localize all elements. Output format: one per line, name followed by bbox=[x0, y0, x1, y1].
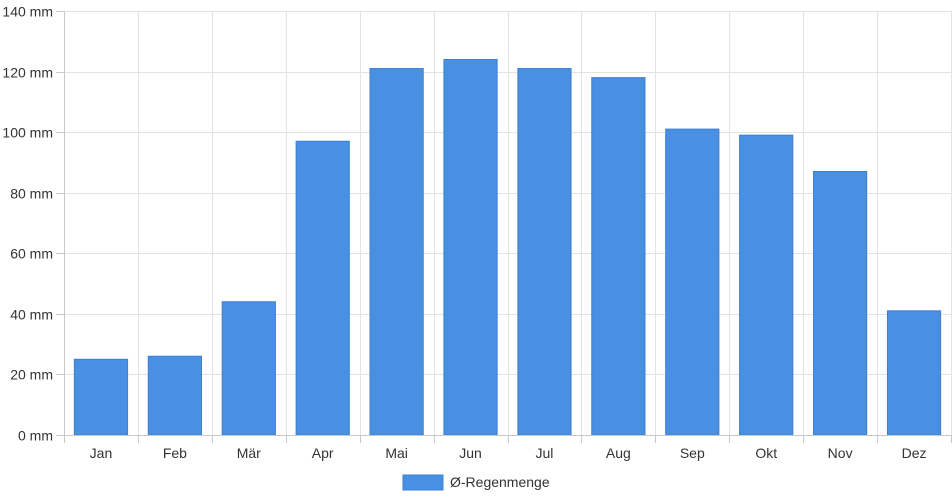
bar-series bbox=[73, 58, 942, 436]
bar-nov[interactable] bbox=[813, 171, 868, 436]
y-tick-label: 140 mm bbox=[2, 4, 53, 20]
bar-jun[interactable] bbox=[443, 58, 498, 436]
x-tick-label: Jan bbox=[90, 445, 113, 461]
bar-sep[interactable] bbox=[665, 128, 720, 436]
legend-swatch[interactable] bbox=[402, 474, 444, 491]
x-tick-label: Aug bbox=[606, 445, 631, 461]
x-tick-label: Jun bbox=[459, 445, 482, 461]
x-tick-label: Feb bbox=[163, 445, 187, 461]
x-axis-tick-labels: Jan Feb Mär Apr Mai Jun Jul Aug Sep Okt Nov Dez bbox=[90, 445, 927, 461]
grid bbox=[64, 11, 952, 435]
bar-mär[interactable] bbox=[221, 301, 276, 436]
x-tick-label: Apr bbox=[312, 445, 334, 461]
y-tick-label: 100 mm bbox=[2, 125, 53, 141]
bar-okt[interactable] bbox=[739, 134, 794, 436]
bar-dez[interactable] bbox=[886, 310, 942, 436]
x-tick-label: Sep bbox=[680, 445, 705, 461]
bar-mai[interactable] bbox=[369, 68, 424, 436]
bar-jan[interactable] bbox=[73, 358, 129, 436]
legend[interactable]: Ø-Regenmenge bbox=[402, 474, 550, 491]
y-tick-label: 40 mm bbox=[10, 307, 53, 323]
y-tick-label: 0 mm bbox=[18, 428, 53, 444]
y-tick-label: 60 mm bbox=[10, 246, 53, 262]
x-tick-label: Dez bbox=[902, 445, 927, 461]
bar-feb[interactable] bbox=[147, 355, 202, 436]
bar-aug[interactable] bbox=[591, 77, 646, 436]
y-tick-label: 20 mm bbox=[10, 367, 53, 383]
x-tick-label: Okt bbox=[755, 445, 777, 461]
bar-apr[interactable] bbox=[295, 140, 350, 436]
x-tick-label: Mai bbox=[385, 445, 408, 461]
x-tick-label: Jul bbox=[536, 445, 554, 461]
legend-label[interactable]: Ø-Regenmenge bbox=[450, 474, 550, 490]
y-axis-tick-labels: 0 mm 20 mm 40 mm 60 mm 80 mm 100 mm 120 mm 140 … bbox=[2, 4, 53, 444]
x-tick-label: Nov bbox=[828, 445, 853, 461]
y-tick-label: 120 mm bbox=[2, 65, 53, 81]
x-tick-label: Mär bbox=[237, 445, 261, 461]
y-tick-label: 80 mm bbox=[10, 186, 53, 202]
bar-jul[interactable] bbox=[517, 68, 572, 436]
